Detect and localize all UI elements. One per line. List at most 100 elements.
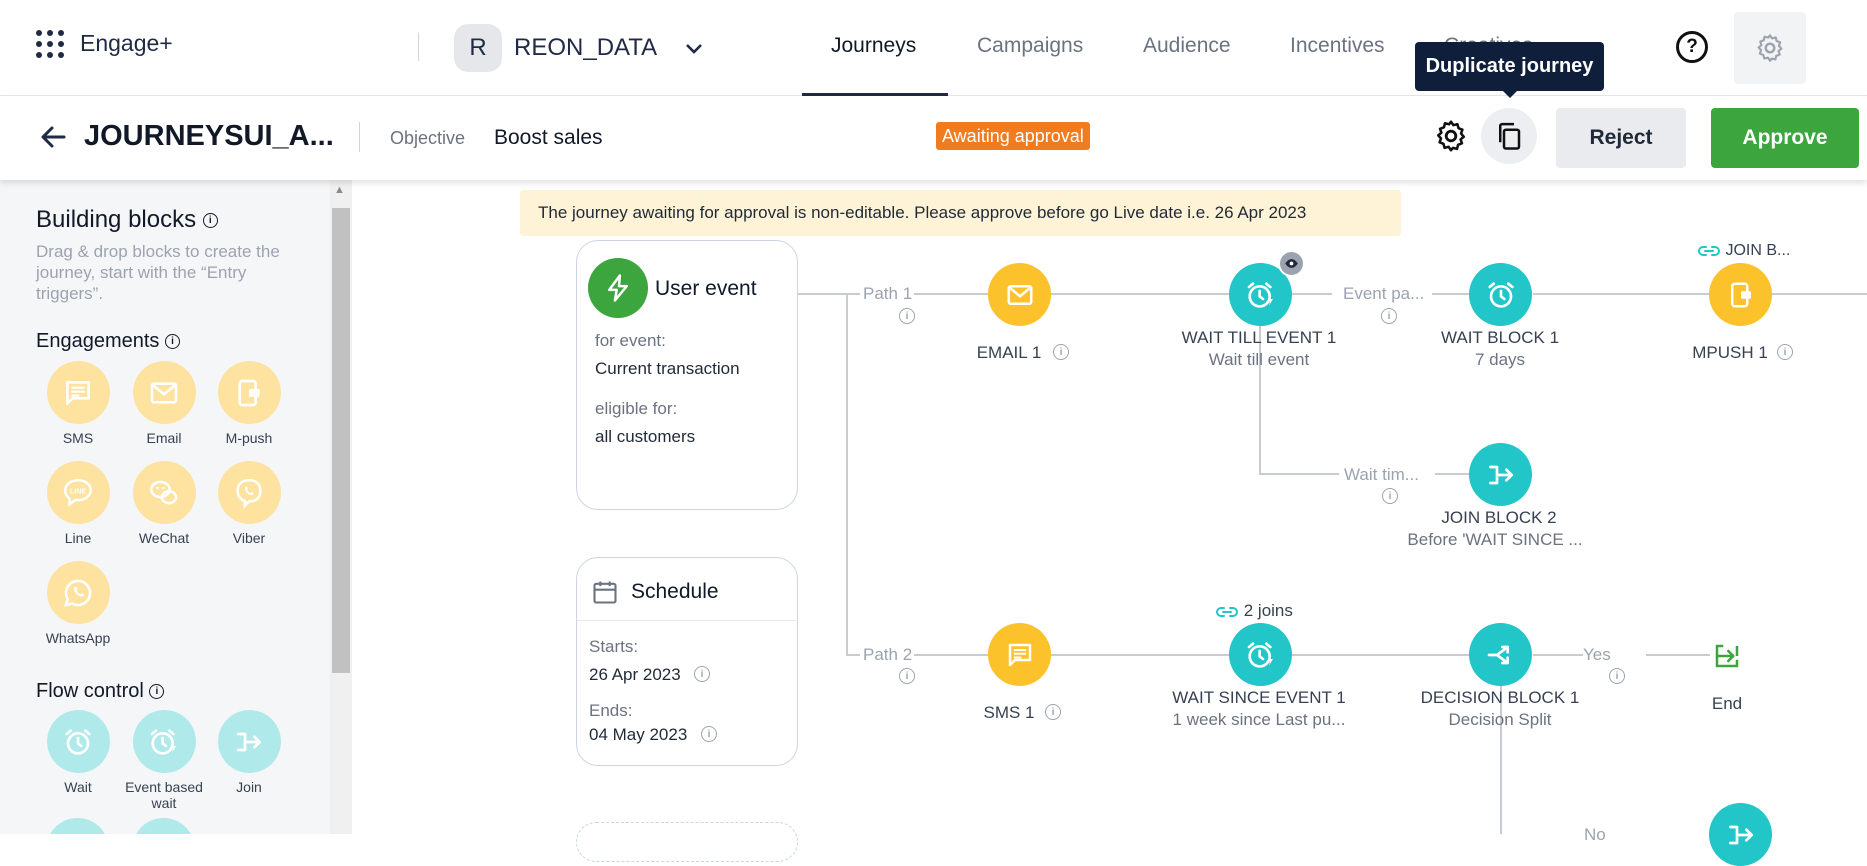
info-icon[interactable]: i [899,308,915,324]
node-title: WAIT SINCE EVENT 1 [1172,688,1346,707]
decision-block-node[interactable] [1469,623,1532,686]
block-label: SMS [62,430,94,446]
info-icon[interactable]: i [149,684,165,700]
node-title: WAIT TILL EVENT 1 [1181,328,1337,347]
node-subtitle: Decision Split [1448,710,1552,729]
duplicate-journey-button[interactable] [1481,108,1537,164]
node-title: EMAIL 1 [976,343,1042,362]
exit-icon[interactable] [1712,641,1742,671]
join-icon [237,732,261,751]
info-icon[interactable]: i [1381,308,1397,324]
join-node-partial[interactable] [1709,803,1772,866]
block-whatsapp[interactable]: WhatsApp [34,561,122,646]
active-tab-indicator [802,93,948,96]
mobile-push-icon [238,379,260,406]
block-join[interactable]: Join [205,710,293,795]
block-label: WeChat [138,530,190,546]
help-icon[interactable]: ? [1676,31,1708,63]
node-subtitle: Wait till event [1208,350,1310,369]
scroll-up-arrow-icon[interactable]: ▲ [334,184,345,196]
block-viber[interactable]: Viber [205,461,293,546]
yes-label[interactable]: Yes [1583,645,1611,664]
workspace-avatar[interactable]: R [454,24,502,72]
schedule-title: Schedule [631,580,719,603]
link-icon [1698,245,1720,256]
info-icon[interactable]: i [701,726,717,742]
block-label: Event based wait [125,779,203,811]
join-tag-text: JOIN B... [1725,242,1791,259]
wait-till-event-node[interactable] [1229,263,1292,326]
user-event-card[interactable]: User event for event: Current transactio… [576,240,798,510]
info-icon[interactable]: i [899,668,915,684]
block-wait[interactable]: Wait [34,710,122,795]
info-icon[interactable]: i [202,213,218,229]
info-icon[interactable]: i [164,334,180,350]
join-tag[interactable]: JOIN B... [1697,242,1790,260]
joins-tag-text: 2 joins [1243,601,1293,620]
connector [1772,293,1867,295]
back-arrow-icon[interactable] [38,122,68,152]
alarm-event-icon [150,728,176,755]
approve-button[interactable]: Approve [1711,108,1859,168]
tab-campaigns[interactable]: Campaigns [977,34,1084,57]
block-event-based-wait[interactable]: Event based wait [120,710,208,811]
info-icon[interactable]: i [1382,488,1398,504]
schedule-card[interactable]: Schedule Starts: 26 Apr 2023 i Ends: 04 … [576,557,798,766]
wait-time-label[interactable]: Wait tim... [1344,465,1419,484]
wait-since-event-node[interactable] [1229,623,1292,686]
add-trigger-card[interactable] [576,822,798,862]
tab-incentives[interactable]: Incentives [1290,34,1385,57]
event-path-label[interactable]: Event pa... [1343,284,1425,303]
path-1-label[interactable]: Path 1 [863,284,913,303]
wait-block-node[interactable] [1469,263,1532,326]
sidebar-scroll-thumb[interactable] [332,208,350,673]
email-node[interactable] [988,263,1051,326]
alarm-event-icon [1247,641,1273,668]
reject-button[interactable]: Reject [1556,108,1686,168]
joins-tag[interactable]: 2 joins [1215,601,1293,621]
app-grid-icon[interactable] [36,30,64,58]
card-divider [577,620,796,621]
info-icon[interactable]: i [1777,344,1793,360]
workspace-name[interactable]: REON_DATA [514,34,658,61]
mpush-node[interactable] [1709,263,1772,326]
engagements-heading: Engagements i [36,330,180,353]
connector [1050,654,1230,656]
objective-label: Objective [390,128,466,148]
block-mpush[interactable]: M-push [205,361,293,446]
calendar-icon [593,581,617,604]
sms-node[interactable] [988,623,1051,686]
connector [1050,293,1230,295]
tab-journeys[interactable]: Journeys [831,34,917,57]
info-icon[interactable]: i [694,666,710,682]
eye-icon[interactable] [1278,250,1305,277]
connector [846,293,848,655]
email-icon [1007,284,1032,305]
info-icon[interactable]: i [1053,344,1069,360]
approval-banner: The journey awaiting for approval is non… [520,190,1401,236]
tab-audience[interactable]: Audience [1143,34,1231,57]
block-more-1[interactable] [46,818,109,834]
info-icon[interactable]: i [1609,668,1625,684]
block-sms[interactable]: SMS [34,361,122,446]
settings-button[interactable] [1734,12,1806,84]
block-label: Line [64,530,92,546]
flow-control-heading-text: Flow control [36,680,144,702]
block-line[interactable]: LINE Line [34,461,122,546]
block-more-2[interactable] [132,818,195,834]
block-wechat[interactable]: WeChat [120,461,208,546]
no-label[interactable]: No [1584,825,1606,844]
block-label: M-push [225,430,273,446]
for-event-value: Current transaction [595,359,740,378]
path-2-label[interactable]: Path 2 [863,645,913,664]
journey-settings-button[interactable] [1423,108,1479,164]
connector [1533,293,1709,295]
node-title: DECISION BLOCK 1 [1420,688,1580,707]
block-email[interactable]: Email [120,361,208,446]
join-block-node[interactable] [1469,443,1532,506]
block-label: Join [236,779,262,795]
lightning-icon [588,258,648,318]
info-icon[interactable]: i [1045,704,1061,720]
node-subtitle: 7 days [1474,350,1526,369]
chevron-down-icon[interactable] [684,38,704,58]
